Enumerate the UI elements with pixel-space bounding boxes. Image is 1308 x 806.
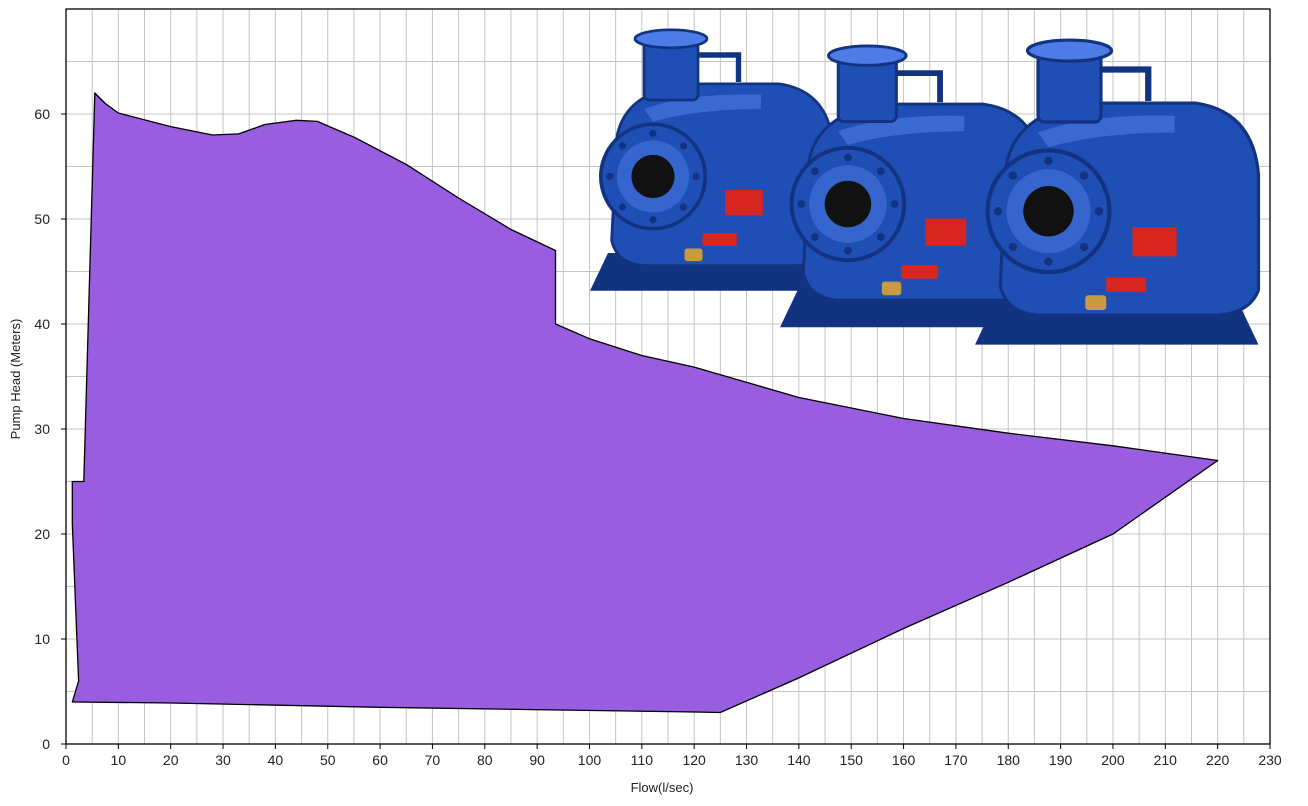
pump-bolt: [844, 246, 852, 255]
pump-bolt: [876, 233, 885, 241]
pump-bolt: [606, 172, 614, 181]
x-tick-label: 200: [1101, 752, 1125, 768]
y-tick-label: 10: [34, 631, 50, 647]
x-tick-label: 150: [840, 752, 864, 768]
x-tick-label: 90: [529, 752, 545, 768]
x-tick-label: 70: [425, 752, 441, 768]
x-tick-label: 210: [1154, 752, 1178, 768]
pump-brass-fitting: [1085, 295, 1107, 310]
x-tick-label: 100: [578, 752, 602, 768]
x-axis-title: Flow(l/sec): [631, 780, 694, 795]
x-tick-label: 60: [372, 752, 388, 768]
y-tick-label: 40: [34, 316, 50, 332]
x-tick-label: 140: [787, 752, 811, 768]
pump-top-flange: [633, 28, 709, 50]
pump-bolt: [1079, 171, 1089, 180]
y-axis-title: Pump Head (Meters): [8, 319, 23, 440]
pump-bolt: [649, 129, 657, 137]
pump-bolt: [679, 142, 688, 150]
pump-unit-2: [780, 44, 1044, 328]
y-tick-label: 50: [34, 211, 50, 227]
x-tick-label: 180: [997, 752, 1021, 768]
pump-brass-fitting: [881, 281, 902, 296]
pump-pipe: [698, 52, 742, 83]
y-tick-label: 60: [34, 106, 50, 122]
x-tick-label: 30: [215, 752, 231, 768]
pump-unit-1: [590, 28, 835, 291]
pump-bolt: [1008, 242, 1018, 252]
x-tick-label: 0: [62, 752, 70, 768]
pump-small-label: [1106, 277, 1147, 293]
x-tick-label: 110: [631, 752, 654, 768]
plot-frame: [65, 8, 1271, 745]
pump-bolt: [649, 216, 657, 224]
pump-bolt: [811, 167, 819, 176]
pump-brass-fitting: [684, 248, 703, 262]
pump-warning-label: [1132, 226, 1177, 257]
axes: [65, 8, 1271, 745]
pump-bolt: [890, 200, 899, 208]
x-tick-label: 40: [268, 752, 284, 768]
pump-pipe: [896, 70, 943, 103]
pump-small-label: [702, 233, 737, 246]
pump-inlet: [824, 180, 872, 228]
x-tick-label: 50: [320, 752, 336, 768]
pump-pipe: [1100, 66, 1152, 101]
operating-range-area: [71, 92, 1219, 714]
x-tick-label: 120: [682, 752, 706, 768]
pump-bolt: [1044, 156, 1053, 166]
pump-bolt: [1079, 242, 1089, 252]
x-tick-label: 160: [892, 752, 916, 768]
pump-bolt: [1094, 207, 1104, 216]
pump-bolt: [993, 207, 1003, 216]
pump-warning-label: [725, 190, 763, 216]
x-tick-label: 80: [477, 752, 493, 768]
y-tick-label: 0: [42, 736, 50, 752]
pump-bolt: [811, 233, 819, 241]
pump-bolt: [618, 142, 627, 150]
y-tick-label: 20: [34, 526, 50, 542]
x-tick-labels: 0 10 20 30 40 50 60 70 80 90 100 110 120 130 140 150 160…: [62, 744, 1282, 768]
x-tick-label: 20: [163, 752, 179, 768]
x-tick-label: 230: [1258, 752, 1282, 768]
pump-bolt: [876, 167, 885, 176]
x-tick-label: 130: [735, 752, 759, 768]
pump-bolt: [618, 203, 627, 211]
y-tick-labels: 0 10 20 30 40 50 60: [34, 106, 66, 752]
product-photo: [590, 28, 1261, 345]
x-tick-label: 10: [111, 752, 127, 768]
pump-bolt: [797, 200, 806, 208]
pump-bolt: [679, 203, 688, 211]
y-tick-label: 30: [34, 421, 50, 437]
x-tick-label: 190: [1049, 752, 1073, 768]
pump-inlet: [1023, 186, 1074, 237]
pump-small-label: [901, 265, 939, 279]
pump-top-flange: [1025, 38, 1114, 63]
pump-top-flange: [827, 44, 908, 67]
pump-bolt: [1044, 257, 1053, 266]
x-tick-label: 220: [1206, 752, 1230, 768]
pump-bolt: [1008, 171, 1018, 180]
x-tick-label: 170: [944, 752, 968, 768]
pump-warning-label: [925, 218, 967, 246]
pump-inlet: [631, 154, 675, 199]
pump-bolt: [692, 172, 700, 181]
pump-unit-3: [975, 38, 1261, 345]
operating-range-polygon-1: [71, 92, 1219, 714]
pump-bolt: [844, 153, 852, 162]
